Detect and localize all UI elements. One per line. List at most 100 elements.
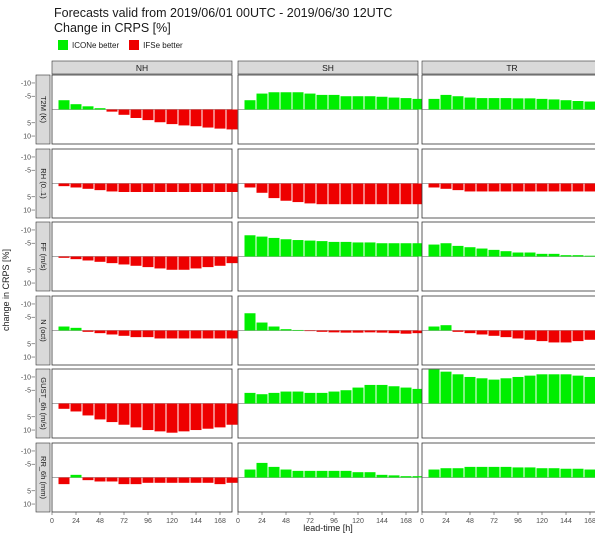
x-tick-label: 144	[190, 518, 202, 525]
bar	[512, 183, 524, 192]
bar	[524, 375, 536, 404]
bar	[584, 376, 595, 404]
y-tick-label: 10	[23, 502, 31, 509]
bar	[488, 183, 500, 192]
bar	[412, 388, 424, 404]
bar	[58, 256, 70, 258]
bar	[70, 327, 82, 331]
bar	[202, 330, 214, 339]
bar	[364, 242, 376, 257]
bar	[94, 403, 106, 420]
x-tick-label: 168	[584, 518, 595, 525]
bar	[154, 183, 166, 192]
bar	[154, 330, 166, 339]
row-label-3: N (oct)	[39, 319, 48, 342]
bar	[428, 244, 440, 257]
bar	[352, 387, 364, 404]
bar	[464, 466, 476, 478]
y-tick-label: -10	[21, 448, 31, 455]
bar	[118, 256, 130, 265]
bar	[244, 235, 256, 257]
bar	[280, 391, 292, 404]
bar	[130, 109, 142, 118]
bar	[476, 248, 488, 257]
bar	[292, 92, 304, 110]
y-tick-label: 10	[23, 134, 31, 141]
bar	[376, 474, 388, 478]
bar	[548, 468, 560, 478]
bar	[388, 330, 400, 334]
y-tick-label: 10	[23, 281, 31, 288]
bar	[190, 403, 202, 431]
bar	[512, 467, 524, 478]
facet-strip-tr	[421, 60, 595, 75]
x-tick-label: 120	[352, 518, 364, 525]
bar	[560, 374, 572, 404]
x-tick-label: 24	[72, 518, 80, 525]
bar	[82, 183, 94, 189]
bar	[412, 330, 424, 334]
bar	[58, 100, 70, 110]
bar	[340, 241, 352, 257]
bar	[536, 468, 548, 478]
bar	[94, 477, 106, 482]
bar	[226, 109, 238, 130]
bar	[118, 477, 130, 485]
y-tick-label: -10	[21, 80, 31, 87]
bar	[476, 183, 488, 192]
bar	[584, 330, 595, 340]
bar	[130, 330, 142, 338]
x-tick-label: 48	[282, 518, 290, 525]
bar	[106, 183, 118, 192]
bar	[476, 98, 488, 110]
bar	[214, 256, 226, 266]
bar	[166, 330, 178, 339]
bar	[214, 330, 226, 339]
bar	[388, 475, 400, 478]
bar	[572, 255, 584, 257]
chart-title: Forecasts valid from 2019/06/01 00UTC - …	[54, 6, 393, 20]
bar	[178, 183, 190, 192]
y-tick-label: -5	[25, 388, 31, 395]
bar	[118, 109, 130, 115]
row-label-0: T2M (K)	[39, 96, 48, 124]
bar	[400, 98, 412, 110]
bar	[268, 92, 280, 110]
bar	[244, 100, 256, 110]
bar	[178, 477, 190, 483]
x-tick-label: 168	[214, 518, 226, 525]
bar	[316, 470, 328, 478]
bar	[548, 330, 560, 343]
bar	[524, 98, 536, 110]
y-tick-label: -10	[21, 154, 31, 161]
bar	[142, 109, 154, 121]
bar	[400, 330, 412, 334]
bar	[70, 183, 82, 188]
bar	[316, 94, 328, 110]
bar	[130, 256, 142, 266]
bar	[412, 476, 424, 478]
bar	[280, 469, 292, 478]
bar	[400, 476, 412, 478]
bar	[352, 330, 364, 333]
bar	[572, 330, 584, 342]
bar	[166, 109, 178, 125]
bar	[214, 403, 226, 428]
bar	[130, 183, 142, 192]
bar	[452, 468, 464, 478]
bar	[548, 253, 560, 257]
y-tick-label: 5	[27, 267, 31, 274]
bar	[560, 100, 572, 110]
bar	[560, 183, 572, 192]
x-tick-label: 144	[560, 518, 572, 525]
bar	[316, 241, 328, 257]
bar	[548, 374, 560, 404]
row-strip-1	[35, 148, 51, 219]
bar	[226, 403, 238, 425]
row-strip-5	[35, 442, 51, 513]
bar	[292, 391, 304, 404]
legend-entry-icon: ICONe better	[58, 40, 119, 50]
bar	[58, 403, 70, 409]
bar	[584, 255, 595, 257]
